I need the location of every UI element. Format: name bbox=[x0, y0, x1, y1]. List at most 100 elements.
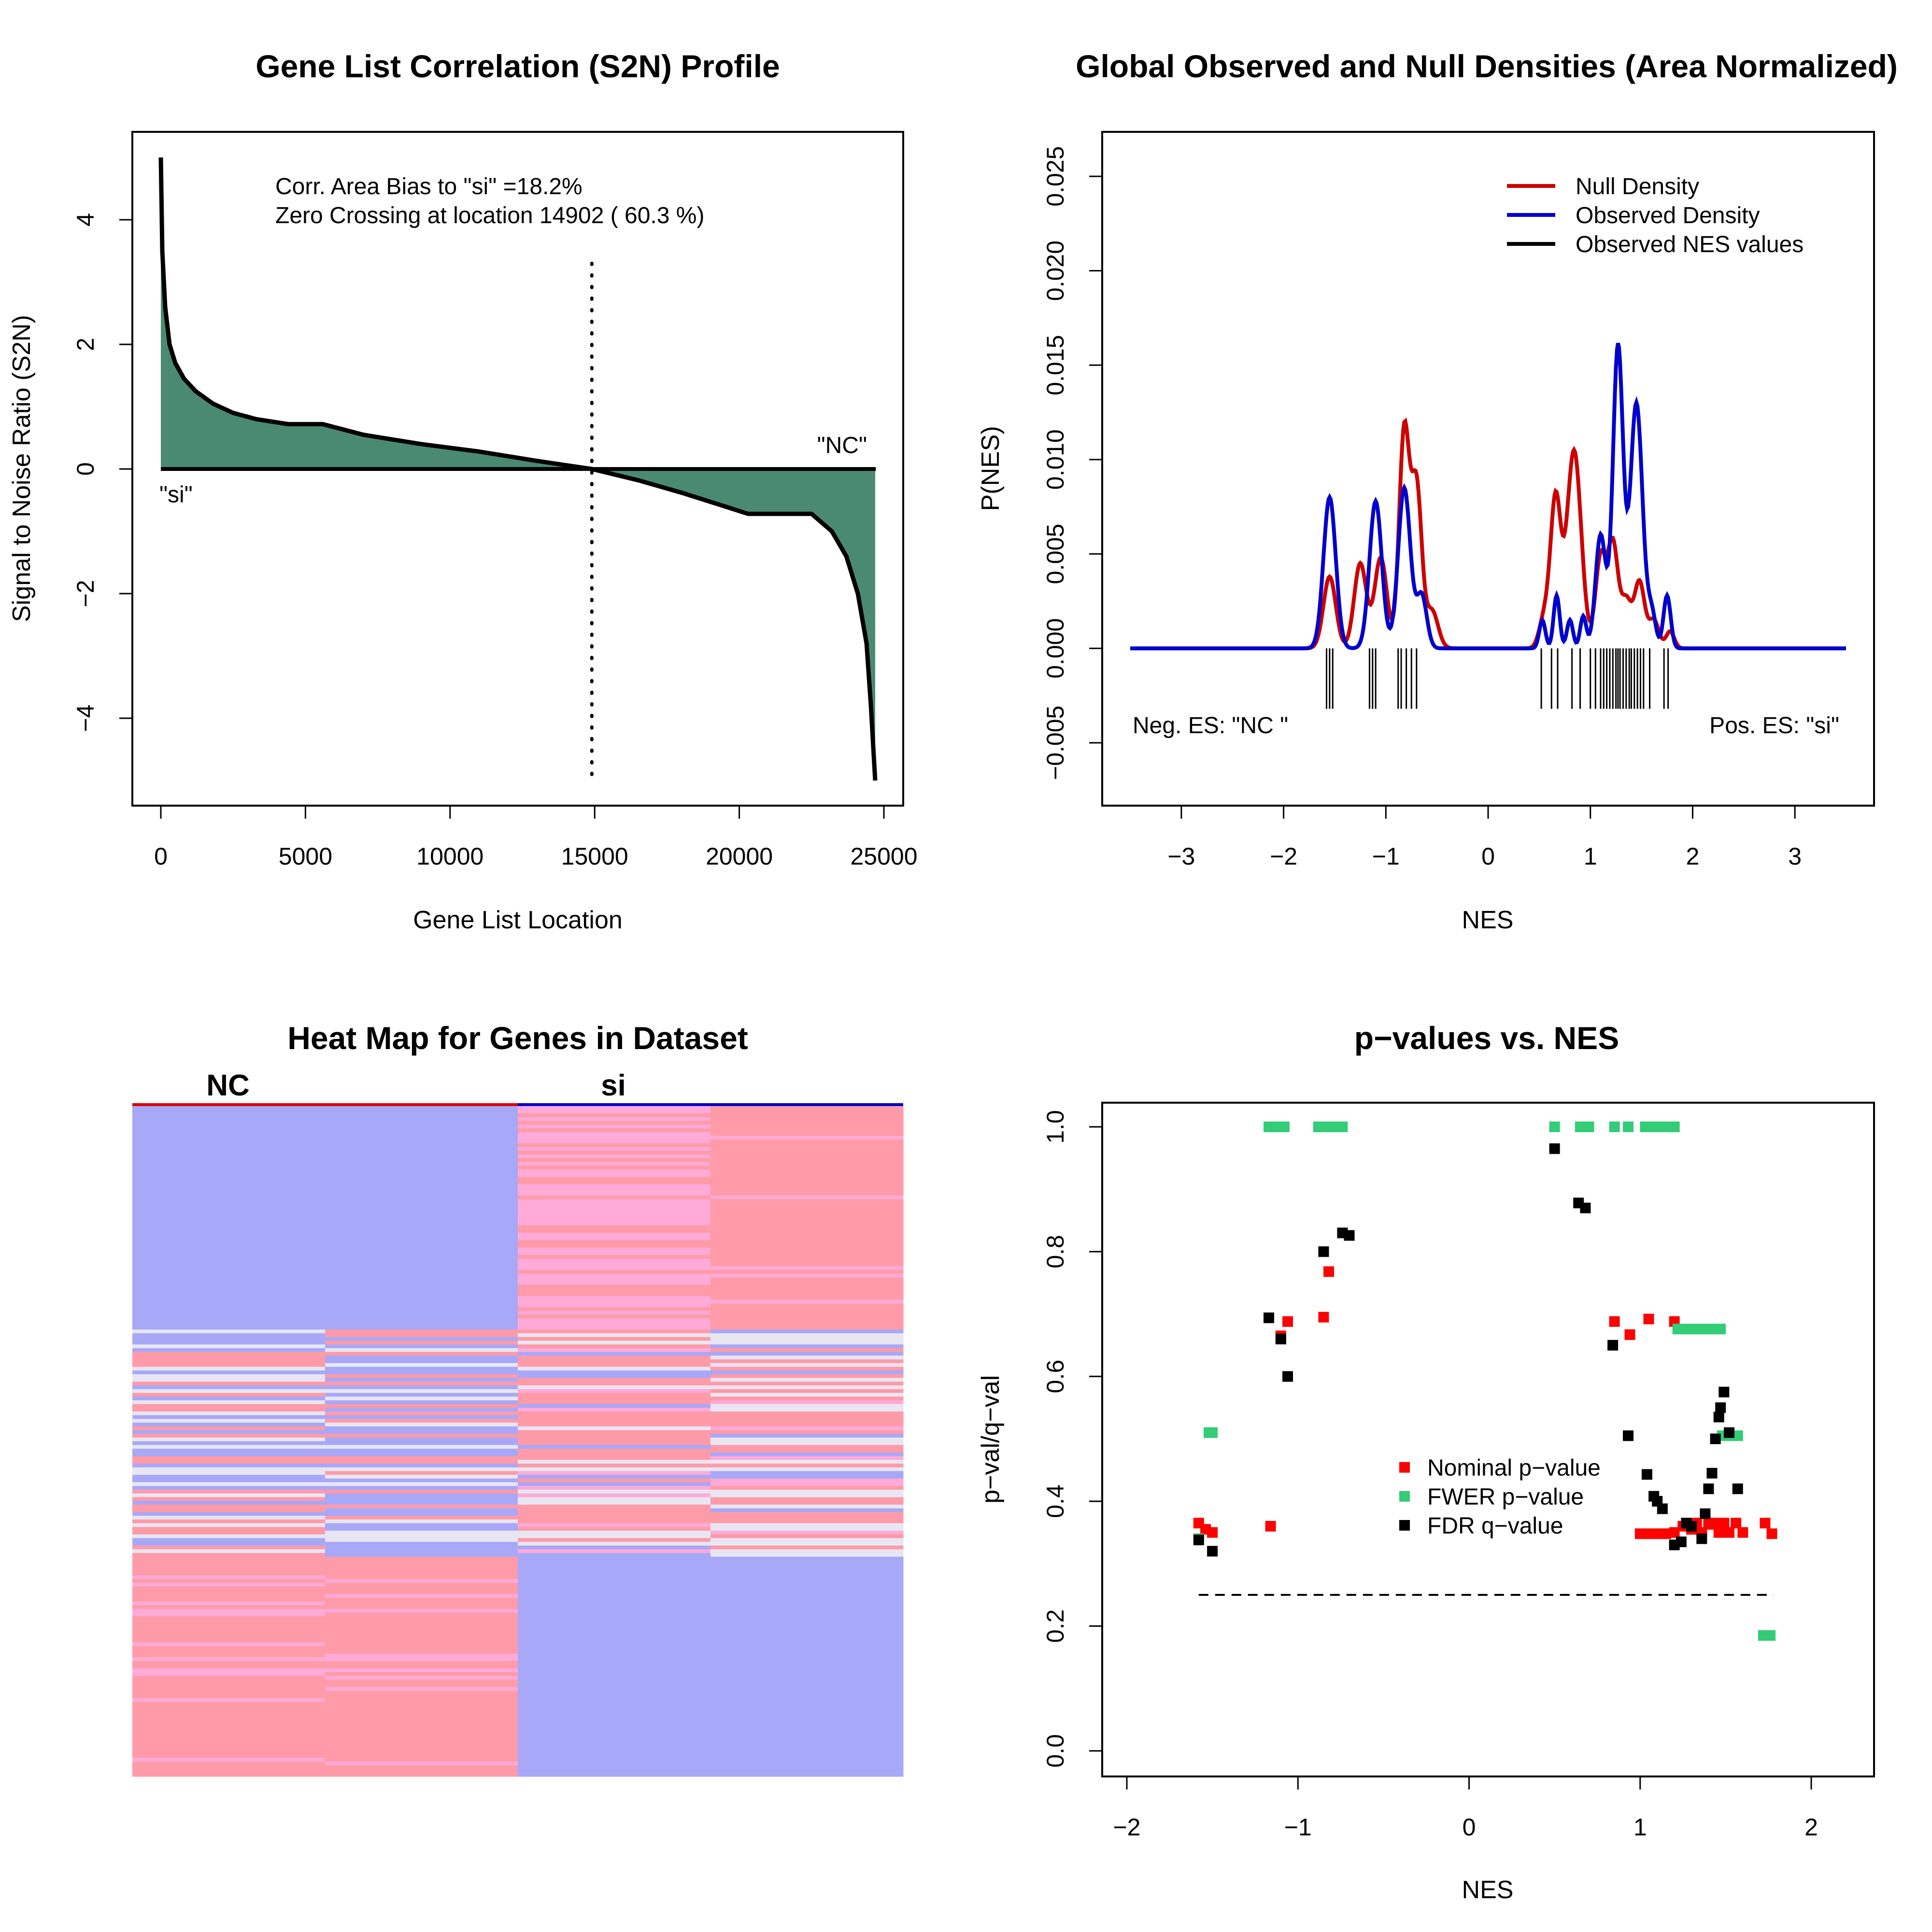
heatmap-cell bbox=[132, 1147, 326, 1151]
s2n-title: Gene List Correlation (S2N) Profile bbox=[256, 48, 780, 84]
heatmap-cell bbox=[132, 1415, 326, 1420]
heatmap-cell bbox=[325, 1553, 518, 1557]
heatmap-cell bbox=[132, 1672, 326, 1676]
fdr-point bbox=[1710, 1434, 1721, 1444]
s2n-x-tick-label: 20000 bbox=[706, 843, 773, 870]
heatmap-cell bbox=[518, 1523, 711, 1527]
heatmap-cell bbox=[710, 1169, 904, 1174]
heatmap-cell bbox=[710, 1709, 904, 1714]
heatmap-cell bbox=[710, 1203, 904, 1207]
heatmap-cell bbox=[132, 1519, 326, 1524]
heatmap-cell bbox=[710, 1419, 904, 1423]
heatmap-cell bbox=[325, 1475, 518, 1479]
heatmap-cell bbox=[518, 1564, 711, 1568]
heatmap-cell bbox=[325, 1307, 518, 1311]
heatmap-cell bbox=[710, 1173, 904, 1177]
heatmap-cell bbox=[325, 1635, 518, 1639]
heatmap-cell bbox=[325, 1177, 518, 1181]
density-y-tick-label: 0.025 bbox=[1042, 146, 1069, 207]
heatmap-cell bbox=[132, 1743, 326, 1747]
heatmap-cell bbox=[710, 1359, 904, 1364]
heatmap-cell bbox=[132, 1724, 326, 1729]
heatmap-cell bbox=[518, 1124, 711, 1129]
fdr-point bbox=[1193, 1534, 1204, 1546]
heatmap-cell bbox=[710, 1679, 904, 1684]
heatmap-cell bbox=[710, 1668, 904, 1673]
heatmap-cell bbox=[132, 1240, 326, 1244]
heatmap-cell bbox=[325, 1575, 518, 1579]
heatmap-cell bbox=[710, 1236, 904, 1241]
heatmap-cell bbox=[132, 1300, 326, 1304]
heatmap-cell bbox=[710, 1482, 904, 1486]
heatmap-cell bbox=[518, 1307, 711, 1311]
heatmap-cell bbox=[518, 1337, 711, 1341]
heatmap-cell bbox=[710, 1124, 904, 1129]
heatmap-cell bbox=[325, 1169, 518, 1174]
heatmap-cell bbox=[518, 1222, 711, 1226]
heatmap-cell bbox=[518, 1441, 711, 1446]
heatmap-cell bbox=[518, 1642, 711, 1647]
heatmap-cell bbox=[132, 1594, 326, 1598]
heatmap-cell bbox=[518, 1333, 711, 1337]
heatmap-cell bbox=[325, 1486, 518, 1490]
heatmap-cell bbox=[132, 1560, 326, 1564]
heatmap-cell bbox=[518, 1314, 711, 1319]
heatmap-cell bbox=[325, 1564, 518, 1568]
heatmap-cell bbox=[325, 1314, 518, 1319]
heatmap-cell bbox=[132, 1490, 326, 1494]
nominal-point bbox=[1766, 1528, 1777, 1539]
heatmap-cell bbox=[518, 1597, 711, 1602]
heatmap-cell bbox=[132, 1370, 326, 1375]
heatmap-cell bbox=[710, 1192, 904, 1196]
heatmap-cell bbox=[132, 1419, 326, 1423]
heatmap-cell bbox=[518, 1322, 711, 1326]
heatmap-cell bbox=[710, 1657, 904, 1662]
heatmap-cell bbox=[710, 1244, 904, 1248]
heatmap-cell bbox=[710, 1318, 904, 1322]
heatmap-cell bbox=[710, 1333, 904, 1337]
heatmap-cell bbox=[325, 1303, 518, 1307]
heatmap-cell bbox=[132, 1366, 326, 1371]
heatmap-cell bbox=[518, 1750, 711, 1755]
heatmap-cell bbox=[132, 1121, 326, 1125]
heatmap-cell bbox=[518, 1154, 711, 1159]
heatmap-cell bbox=[132, 1750, 326, 1755]
heatmap-cell bbox=[325, 1758, 518, 1762]
heatmap-cell bbox=[710, 1292, 904, 1296]
heatmap-cell bbox=[132, 1233, 326, 1237]
heatmap-cell bbox=[325, 1430, 518, 1435]
heatmap-cell bbox=[325, 1467, 518, 1472]
heatmap-cell bbox=[325, 1762, 518, 1766]
heatmap-cell bbox=[132, 1609, 326, 1613]
heatmap-cell bbox=[710, 1545, 904, 1550]
heatmap-cell bbox=[518, 1690, 711, 1695]
heatmap-cell bbox=[132, 1575, 326, 1579]
heatmap-cell bbox=[710, 1724, 904, 1729]
heatmap-cell bbox=[132, 1248, 326, 1252]
heatmap-cell bbox=[710, 1750, 904, 1755]
heatmap-cell bbox=[518, 1720, 711, 1725]
heatmap-cell bbox=[518, 1616, 711, 1620]
heatmap-cell bbox=[710, 1769, 904, 1773]
heatmap-cell bbox=[710, 1705, 904, 1710]
heatmap-cell bbox=[518, 1687, 711, 1691]
heatmap-cell bbox=[132, 1557, 326, 1561]
heatmap-cell bbox=[710, 1303, 904, 1307]
heatmap-cell bbox=[518, 1106, 711, 1110]
heatmap-cell bbox=[132, 1203, 326, 1207]
heatmap-cell bbox=[325, 1597, 518, 1602]
s2n-y-tick-label: −4 bbox=[72, 704, 99, 732]
heatmap-cell bbox=[325, 1396, 518, 1401]
heatmap-cell bbox=[518, 1147, 711, 1151]
heatmap-cell bbox=[710, 1177, 904, 1181]
heatmap-cell bbox=[132, 1542, 326, 1546]
heatmap-cell bbox=[710, 1542, 904, 1546]
heatmap-cell bbox=[132, 1340, 326, 1345]
s2n-ylabel: Signal to Noise Ratio (S2N) bbox=[8, 315, 36, 622]
heatmap-cell bbox=[325, 1426, 518, 1431]
heatmap-cell bbox=[518, 1389, 711, 1393]
heatmap-cell bbox=[518, 1139, 711, 1144]
heatmap-cell bbox=[518, 1207, 711, 1211]
heatmap-cell bbox=[710, 1274, 904, 1278]
heatmap-cell bbox=[325, 1136, 518, 1140]
